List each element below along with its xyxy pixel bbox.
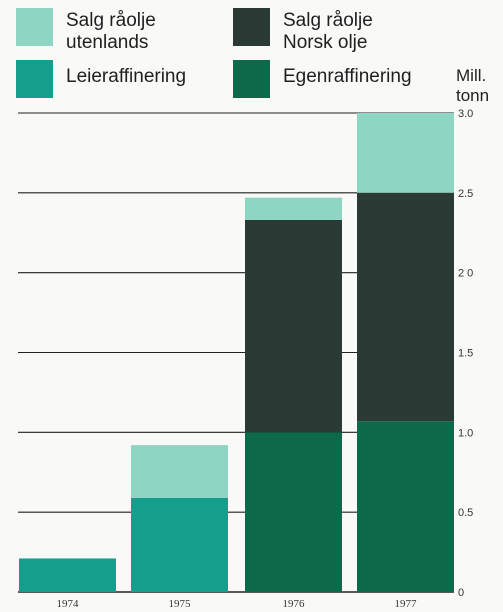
- y-tick-label: 0: [458, 587, 464, 599]
- x-tick-label-1975: 1975: [169, 598, 192, 610]
- legend-label: Salg råolje: [283, 10, 373, 31]
- y-tick-label: 3.0: [458, 108, 473, 120]
- y-tick-label: 0.5: [458, 507, 473, 519]
- bar-segment-1976-3: [245, 219, 342, 433]
- x-tick-label-1974: 1974: [57, 598, 80, 610]
- legend-item: Egenraffinering: [233, 60, 412, 98]
- x-tick-label-1977: 1977: [395, 598, 418, 610]
- legend-label: Salg råolje: [66, 10, 156, 31]
- bar-segment-1975-4: [131, 445, 228, 498]
- legend-swatch: [233, 60, 270, 98]
- unit-label-line: tonn: [456, 86, 489, 105]
- bars: [19, 113, 454, 592]
- legend-swatch: [233, 8, 270, 46]
- y-tick-label: 1.0: [458, 427, 473, 439]
- y-tick-label: 1.5: [458, 348, 473, 360]
- legend-swatch: [16, 60, 53, 98]
- legend-label: Leieraffinering: [66, 66, 186, 87]
- bar-segment-1976-1: [245, 432, 342, 592]
- y-axis-unit-label: Mill.tonn: [456, 66, 489, 105]
- legend-swatch: [16, 8, 53, 46]
- legend-item: Leieraffinering: [16, 60, 186, 98]
- unit-label-line: Mill.: [456, 66, 486, 85]
- y-tick-labels: 0 0.5 1.0 1.5 2 0 2.5 3.0: [458, 108, 473, 599]
- bar-segment-1975-2: [131, 497, 228, 592]
- x-tick-label-1976: 1976: [283, 598, 306, 610]
- y-tick-label: 2.5: [458, 188, 473, 200]
- legend-label: Norsk olje: [283, 32, 367, 53]
- bar-segment-1977-4: [357, 113, 454, 193]
- bar-segment-1974-2: [19, 558, 116, 592]
- legend-label: utenlands: [66, 32, 148, 53]
- y-tick-label: 2 0: [458, 268, 473, 280]
- x-tick-labels: 1974 1975 1976 1977: [57, 598, 418, 610]
- bar-segment-1976-4: [245, 197, 342, 220]
- bar-segment-1977-3: [357, 192, 454, 422]
- legend-label: Egenraffinering: [283, 66, 412, 87]
- bar-segment-1977-1: [357, 421, 454, 592]
